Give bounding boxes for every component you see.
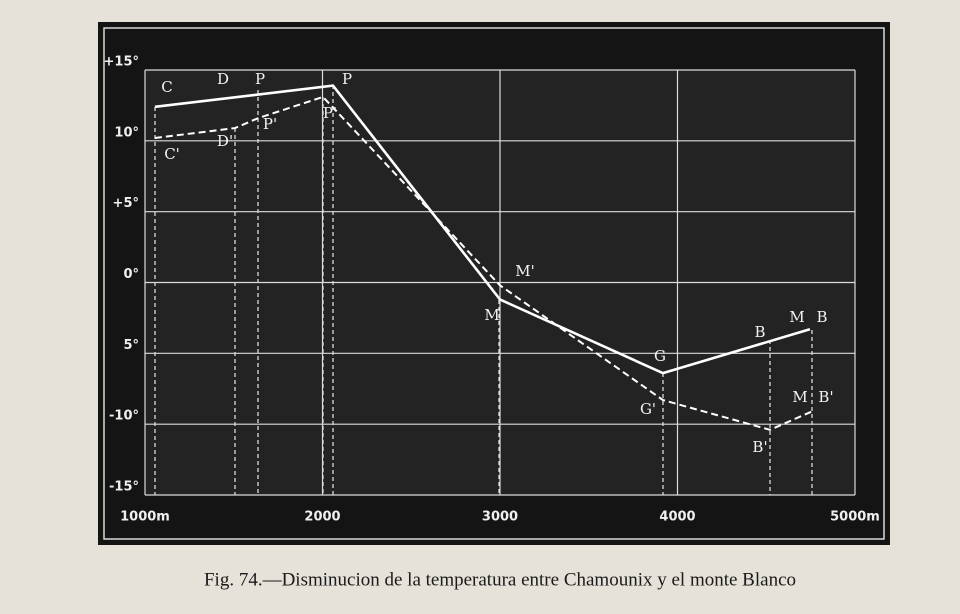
series-line: [154, 95, 813, 431]
y-tick-label: -10°: [109, 409, 139, 424]
point-label: B: [754, 323, 765, 341]
x-tick-label: 1000m: [120, 510, 170, 525]
y-tick-label: 0°: [123, 267, 139, 282]
point-label: G': [640, 400, 656, 418]
series-line: [154, 84, 811, 375]
x-tick-label: 2000: [304, 510, 340, 525]
caption: Fig. 74.—Disminucion de la temperatura e…: [204, 569, 796, 590]
y-tick-label: 5°: [123, 338, 139, 353]
point-label: P': [263, 115, 277, 133]
board-frame: [103, 27, 885, 540]
point-label: B: [816, 308, 827, 326]
point-label: M': [515, 262, 534, 280]
point-label: B': [818, 388, 833, 406]
x-tick-label: 3000: [482, 510, 518, 525]
x-tick-label: 5000m: [830, 510, 880, 525]
point-label: P: [342, 70, 352, 88]
y-tick-label: +15°: [104, 55, 139, 70]
point-label: M: [789, 308, 804, 326]
point-label: C: [161, 78, 172, 96]
x-tick-label: 4000: [659, 510, 695, 525]
y-tick-label: +5°: [113, 196, 139, 211]
point-label: P': [323, 104, 337, 122]
point-label: B': [752, 438, 767, 456]
point-label: C': [164, 145, 180, 163]
point-label: P: [255, 70, 265, 88]
point-label: M: [484, 306, 499, 324]
point-label: G: [654, 347, 666, 365]
point-label: D': [217, 132, 233, 150]
point-label: M: [792, 388, 807, 406]
point-label: D: [217, 70, 229, 88]
y-tick-label: -15°: [109, 480, 139, 495]
y-tick-label: 10°: [114, 125, 139, 140]
